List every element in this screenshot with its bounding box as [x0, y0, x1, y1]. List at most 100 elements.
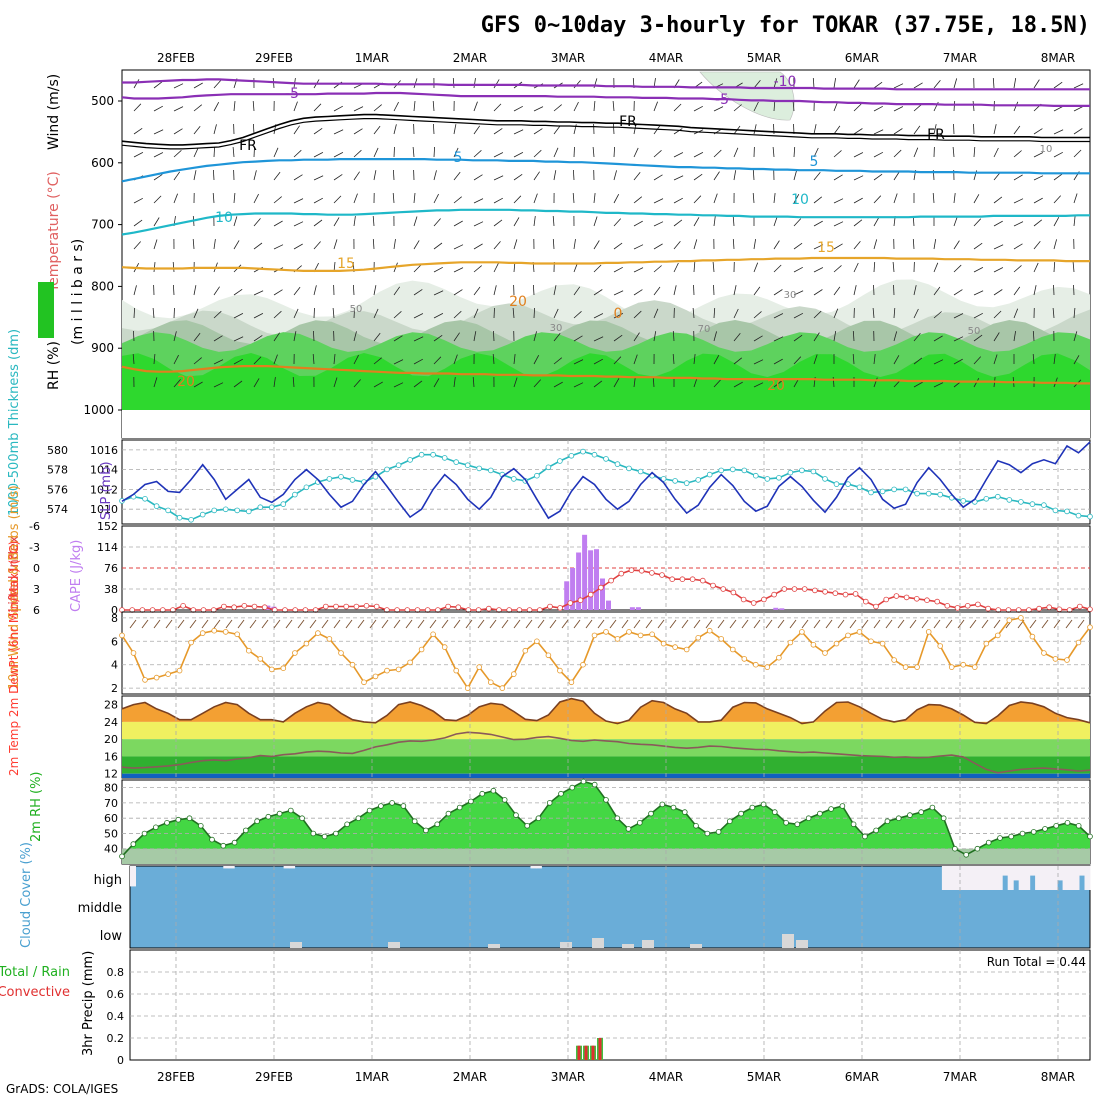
- li-line-marker: [638, 567, 645, 574]
- wind-barb: [873, 173, 883, 181]
- high-cloud-cell: [952, 866, 959, 890]
- wind-barb: [773, 193, 776, 204]
- wind-barb: [413, 289, 423, 296]
- wind-barb: [313, 127, 323, 135]
- wind-barb: [1032, 330, 1035, 342]
- wind-barb: [613, 356, 622, 365]
- wind-barb: [953, 313, 964, 319]
- wind-barb: [793, 312, 804, 319]
- thickness-axis-text: 1000-500mb Thickness (dm): [7, 329, 22, 516]
- wind-barb: [713, 307, 716, 319]
- wind-speed-line-marker: [614, 636, 621, 642]
- wind-barb: [913, 285, 917, 296]
- wind-barb: [353, 149, 362, 158]
- wind-barb: [433, 356, 442, 365]
- wind-barb: [133, 330, 135, 342]
- isotherm--10: [122, 78, 1090, 91]
- wind-barb: [553, 381, 563, 388]
- surface-wind-barb: [513, 619, 521, 629]
- rh-line-marker: [771, 809, 778, 815]
- wind-barb: [393, 382, 404, 388]
- wind-speed-line-marker: [280, 665, 287, 671]
- rh-line-marker: [445, 810, 452, 817]
- rh-blob-upper: [699, 71, 795, 121]
- wind-barb: [793, 218, 802, 227]
- wind-barb: [133, 219, 143, 227]
- wind-barb: [973, 242, 983, 250]
- wind-barb: [513, 173, 523, 181]
- wind-barb: [713, 149, 722, 158]
- wind-barb: [1053, 354, 1056, 365]
- wind-barb: [313, 175, 324, 181]
- wind-barb: [752, 169, 755, 181]
- wind-barb: [213, 286, 220, 296]
- wind-barb: [573, 382, 584, 388]
- low-cloud-cell: [690, 944, 702, 948]
- wind-barb: [753, 80, 761, 89]
- wind-barb: [753, 359, 764, 365]
- wind-barb: [413, 264, 422, 273]
- wind-speed-line-marker: [729, 646, 736, 653]
- rh-line-marker: [794, 821, 801, 828]
- thickness-line-marker: [441, 455, 448, 461]
- wind-barb: [412, 146, 415, 158]
- thickness-line-marker: [476, 465, 483, 472]
- wind-barb: [892, 261, 895, 273]
- wind-barb: [393, 311, 402, 319]
- wind-barb: [173, 331, 177, 342]
- wind-barb: [613, 123, 615, 135]
- rh-line-marker: [265, 813, 272, 820]
- wind-speed-line-marker: [222, 629, 229, 635]
- wind-barb: [693, 239, 698, 250]
- rh-tick: 80: [104, 782, 118, 795]
- wind-barb: [673, 219, 683, 227]
- run-total-label: Run Total = 0.44: [987, 955, 1086, 969]
- cape-bar: [779, 608, 785, 610]
- wind-speed-line-marker: [165, 671, 171, 677]
- thickness-line-marker: [453, 459, 460, 465]
- wind-barb: [253, 290, 264, 296]
- wind-barb: [1073, 149, 1082, 158]
- wind-speed-line-marker: [960, 661, 966, 668]
- wind-barb: [333, 217, 340, 227]
- wind-barb: [373, 308, 379, 319]
- wind-speed-line-marker: [672, 644, 678, 650]
- temp-tick: 24: [104, 716, 118, 729]
- wind-barb: [733, 333, 741, 342]
- wind-barb: [473, 174, 483, 181]
- wind-barb: [493, 241, 501, 250]
- precip-tick: 0.6: [107, 988, 125, 1001]
- wind-speed-line-marker: [441, 644, 448, 650]
- wind-barb: [392, 192, 395, 204]
- wind-speed-line-marker: [430, 631, 436, 638]
- wind-barb: [1013, 125, 1021, 135]
- rh-line-marker: [715, 829, 722, 835]
- wind-barb: [993, 196, 1003, 204]
- surface-wind-barb: [249, 619, 257, 629]
- rh-line-marker: [513, 812, 519, 818]
- wind-barb: [893, 284, 895, 296]
- wind-barb: [653, 198, 664, 204]
- wind-speed-line-marker: [971, 664, 978, 670]
- surface-wind-barb: [813, 619, 821, 629]
- rh-tick: 50: [104, 827, 118, 840]
- wind-barb: [313, 285, 317, 296]
- wind-barb: [933, 286, 941, 296]
- li-line-marker: [485, 605, 492, 612]
- wind-barb: [453, 147, 459, 158]
- wind-barb: [873, 354, 876, 365]
- thickness-line-marker: [695, 477, 701, 483]
- wind-tick: 4: [111, 659, 118, 672]
- wind-speed-line-marker: [948, 664, 955, 670]
- thickness-line-marker: [614, 461, 621, 467]
- wind-barb: [153, 105, 163, 112]
- li-line-marker: [1036, 605, 1042, 612]
- wind-barb: [153, 129, 164, 135]
- rh-line-marker: [479, 790, 486, 797]
- wind-speed-line-marker: [994, 632, 1001, 639]
- thickness-line-marker: [868, 489, 874, 496]
- temp-tick: 28: [104, 699, 118, 712]
- wind-barb: [233, 313, 244, 319]
- wind-barb: [233, 192, 236, 204]
- wind-speed-line-marker: [476, 664, 483, 670]
